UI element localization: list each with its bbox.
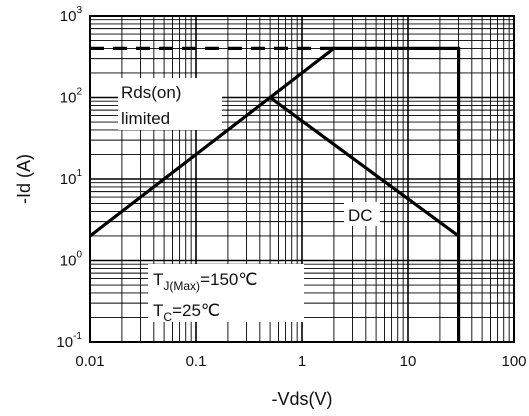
x-tick-label: 100 — [501, 353, 526, 370]
tick-labels: 0.01 0.1 1 10 100 10-1 100 101 102 103 — [56, 5, 526, 370]
dc-label-bg — [344, 202, 380, 226]
dc-label: DC — [348, 206, 373, 225]
series-group — [89, 46, 461, 342]
tc-label: TC=25℃ — [153, 301, 220, 324]
rds-label-line2: limited — [121, 109, 170, 128]
y-tick-label: 100 — [60, 250, 83, 270]
y-tick-label: 101 — [60, 168, 83, 188]
temp-label-bg — [148, 264, 304, 322]
series-line-3 — [269, 96, 460, 238]
x-tick-label: 1 — [298, 353, 306, 370]
x-axis-title: -Vds(V) — [271, 389, 332, 409]
series-line-2 — [89, 46, 461, 342]
y-tick-label: 10-1 — [56, 331, 82, 351]
x-tick-label: 10 — [400, 353, 417, 370]
y-axis-title: -Id (A) — [14, 154, 34, 204]
rds-label-line1: Rds(on) — [121, 83, 181, 102]
y-tick-label: 102 — [60, 87, 83, 107]
y-tick-label: 103 — [60, 5, 83, 25]
x-tick-label: 0.01 — [75, 353, 104, 370]
tj-label: TJ(Max)=150℃ — [153, 270, 257, 293]
rds-label-bg — [118, 78, 222, 130]
x-tick-label: 0.1 — [186, 353, 207, 370]
plot-frame — [89, 15, 515, 343]
